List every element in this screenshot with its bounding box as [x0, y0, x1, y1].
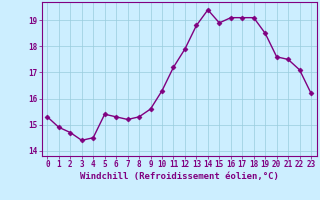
- X-axis label: Windchill (Refroidissement éolien,°C): Windchill (Refroidissement éolien,°C): [80, 172, 279, 181]
